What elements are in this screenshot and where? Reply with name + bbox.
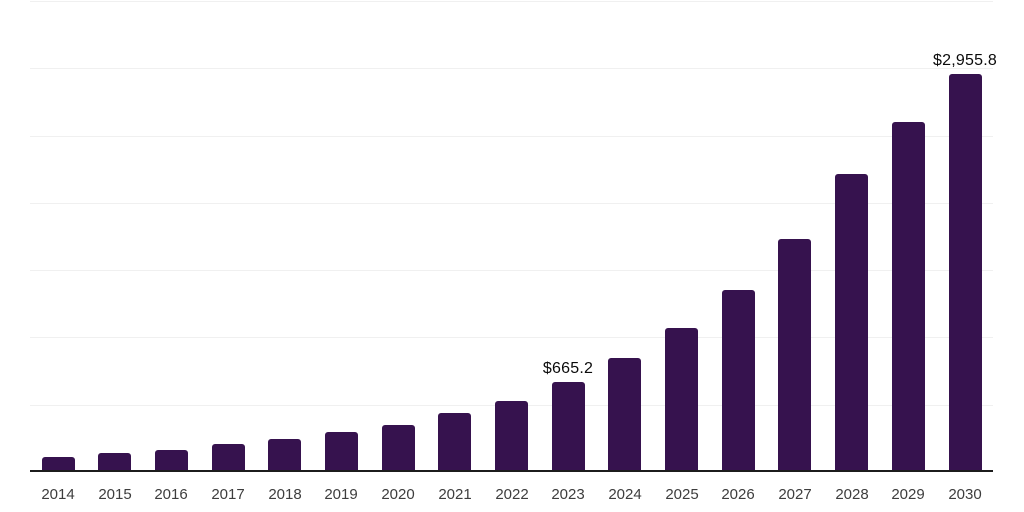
x-tick-2030: 2030 xyxy=(948,486,982,503)
gridline-3000 xyxy=(30,68,993,69)
bar-2017[interactable] xyxy=(212,444,245,471)
bar-2020[interactable] xyxy=(382,425,415,471)
x-tick-2014: 2014 xyxy=(41,486,75,503)
x-tick-2025: 2025 xyxy=(665,486,699,503)
x-tick-2018: 2018 xyxy=(268,486,302,503)
data-label-2030: $2,955.8 xyxy=(933,52,997,69)
gridline-2500 xyxy=(30,136,993,137)
bar-2026[interactable] xyxy=(722,290,755,471)
x-tick-2023: 2023 xyxy=(551,486,585,503)
bar-2025[interactable] xyxy=(665,328,698,471)
bar-2022[interactable] xyxy=(495,401,528,471)
bar-2021[interactable] xyxy=(438,413,471,471)
bar-2015[interactable] xyxy=(98,453,131,471)
x-tick-2016: 2016 xyxy=(154,486,188,503)
bar-2030[interactable] xyxy=(949,74,982,471)
bar-2024[interactable] xyxy=(608,358,641,471)
x-tick-2017: 2017 xyxy=(211,486,245,503)
x-tick-2015: 2015 xyxy=(98,486,132,503)
x-tick-2027: 2027 xyxy=(778,486,812,503)
data-label-2023: $665.2 xyxy=(542,360,594,377)
x-tick-2029: 2029 xyxy=(891,486,925,503)
gridline-2000 xyxy=(30,203,993,204)
bar-2016[interactable] xyxy=(155,450,188,471)
x-tick-2020: 2020 xyxy=(381,486,415,503)
bar-2018[interactable] xyxy=(268,439,301,471)
gridline-1500 xyxy=(30,270,993,271)
x-tick-2024: 2024 xyxy=(608,486,642,503)
bar-2019[interactable] xyxy=(325,432,358,471)
bar-2014[interactable] xyxy=(42,457,75,471)
bar-2027[interactable] xyxy=(778,239,811,471)
x-tick-2026: 2026 xyxy=(721,486,755,503)
x-tick-2028: 2028 xyxy=(835,486,869,503)
gridline-1000 xyxy=(30,337,993,338)
x-tick-2021: 2021 xyxy=(438,486,472,503)
bar-2029[interactable] xyxy=(892,122,925,471)
bar-2028[interactable] xyxy=(835,174,868,471)
x-tick-2022: 2022 xyxy=(495,486,529,503)
gridline-3500 xyxy=(30,1,993,2)
x-axis-line xyxy=(30,470,993,472)
bar-2023[interactable] xyxy=(552,382,585,471)
x-tick-2019: 2019 xyxy=(324,486,358,503)
